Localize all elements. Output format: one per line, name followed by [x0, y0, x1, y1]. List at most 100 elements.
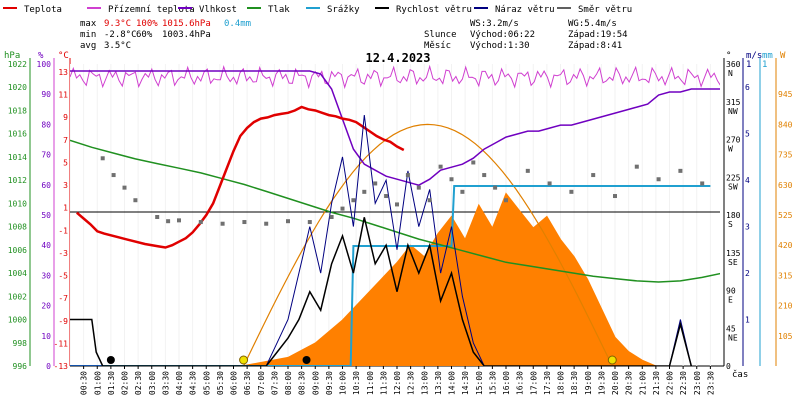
radiation-tick-label: 210: [778, 302, 793, 311]
stats-min-temp: -2.8°C: [104, 30, 137, 40]
time-tick-label: 18:00: [557, 371, 566, 395]
radiation-tick-label: 630: [778, 181, 793, 190]
wind-direction-dot: [416, 185, 421, 190]
direction-tick-label: 45: [726, 324, 736, 333]
time-tick-label: 17:00: [529, 371, 538, 395]
pressure-tick-label: 1016: [8, 130, 27, 139]
time-tick-label: 08:30: [298, 371, 307, 395]
temperature-line: [75, 105, 405, 249]
pressure-unit: hPa: [4, 51, 20, 61]
wind-gust-info: WG:5.4m/s: [568, 19, 617, 29]
wind-direction-dot: [166, 219, 171, 224]
humidity-tick-label: 60: [41, 181, 51, 190]
time-tick-label: 14:30: [461, 371, 470, 395]
wind-direction-dot: [122, 185, 127, 190]
humidity-line: [70, 70, 720, 187]
time-tick-label: 22:00: [666, 371, 675, 395]
wind-direction-dot: [613, 194, 617, 199]
moonrise-marker: [106, 356, 115, 364]
pressure-tick-label: 1004: [8, 269, 27, 278]
moonset-time: Západ:8:41: [568, 41, 622, 51]
time-tick-label: 18:30: [570, 371, 579, 395]
wind-direction-dot: [373, 181, 378, 186]
temperature-tick-label: -11: [54, 339, 69, 348]
wind-direction-dot: [242, 220, 247, 225]
wind-direction-dot: [634, 164, 639, 169]
pressure-tick-label: 1010: [8, 199, 27, 208]
radiation-tick-label: 735: [778, 151, 793, 160]
time-tick-label: 05:30: [216, 371, 225, 395]
moonset-marker: [302, 356, 311, 364]
radiation-tick-label: 315: [778, 271, 793, 280]
time-tick-label: 23:30: [706, 371, 715, 395]
legend-label: Směr větru: [578, 5, 632, 15]
humidity-tick-label: 30: [41, 271, 51, 280]
temperature-tick-label: -1: [58, 226, 68, 235]
wind-speed-info: WS:3.2m/s: [470, 19, 519, 29]
time-tick-label: 19:30: [597, 371, 606, 395]
temperature-tick-label: 5: [63, 158, 68, 167]
time-tick-label: 06:00: [230, 371, 239, 395]
time-tick-label: 03:00: [148, 371, 157, 395]
time-tick-label: 12:00: [393, 371, 402, 395]
direction-compass-label: SW: [728, 182, 738, 191]
temperature-tick-label: -7: [58, 294, 68, 303]
time-tick-label: 02:30: [134, 371, 143, 395]
radiation-unit: W: [780, 51, 786, 61]
direction-unit: °: [726, 51, 731, 61]
moon-label: Měsíc: [424, 41, 451, 51]
direction-compass-label: NW: [728, 107, 738, 116]
ground-temperature-line: [70, 64, 720, 90]
stats-min-humidity: 60%: [136, 30, 153, 40]
wind-direction-dot: [384, 194, 389, 199]
chart-title: 12.4.2023: [365, 51, 430, 65]
wind-tick-label: 3: [745, 223, 750, 232]
wind-direction-dot: [340, 206, 345, 211]
pressure-tick-label: 1020: [8, 83, 27, 92]
stats-avg-label: avg: [80, 41, 96, 51]
stats-min-pressure: 1003.4hPa: [162, 30, 211, 40]
sunrise-time: Východ:06:22: [470, 30, 535, 40]
legend-item-smer-vetru: Směr větru: [557, 5, 632, 15]
time-axis-unit: čas: [732, 369, 748, 380]
wind-direction-dot: [155, 215, 160, 219]
wind-direction-dot: [471, 160, 476, 165]
wind-tick-label: 5: [745, 130, 750, 139]
wind-direction-dot: [220, 221, 225, 226]
humidity-tick-label: 90: [41, 90, 51, 99]
legend-label: Tlak: [268, 5, 290, 15]
direction-tick-label: 225: [726, 173, 741, 182]
pressure-tick-label: 1022: [8, 60, 27, 69]
wind-direction-dot: [700, 181, 705, 186]
pressure-tick-label: 996: [13, 362, 28, 371]
sunrise-marker: [239, 355, 249, 365]
legend-item-vlhkost: Vlhkost: [178, 5, 237, 15]
time-tick-label: 11:30: [379, 371, 388, 395]
wind-direction-dot: [656, 177, 661, 182]
stats-max-rain: 0.4mm: [224, 19, 251, 29]
time-tick-label: 12:30: [407, 371, 416, 395]
sunset-marker: [607, 355, 617, 365]
humidity-tick-label: 100: [37, 60, 52, 69]
time-tick-label: 20:00: [611, 371, 620, 395]
radiation-tick-label: 945: [778, 90, 793, 99]
wind-unit: m/s: [746, 51, 762, 61]
time-tick-label: 07:00: [257, 371, 266, 395]
time-tick-label: 04:30: [189, 371, 198, 395]
time-tick-label: 13:00: [420, 371, 429, 395]
radiation-tick-label: 420: [778, 241, 793, 250]
wind-direction-dot: [307, 220, 312, 225]
direction-compass-label: NE: [728, 333, 738, 342]
temperature-tick-label: -9: [58, 317, 68, 326]
time-tick-label: 04:00: [175, 371, 184, 395]
wind-direction-dot: [493, 185, 498, 190]
time-tick-label: 07:30: [270, 371, 279, 395]
pressure-tick-label: 1012: [8, 176, 27, 185]
direction-tick-label: 0: [726, 362, 731, 371]
humidity-tick-label: 40: [41, 241, 51, 250]
wind-direction-dot: [678, 168, 683, 173]
time-tick-label: 02:00: [121, 371, 130, 395]
legend-label: Přízemní teplota: [108, 5, 195, 15]
time-tick-label: 10:00: [339, 371, 348, 395]
